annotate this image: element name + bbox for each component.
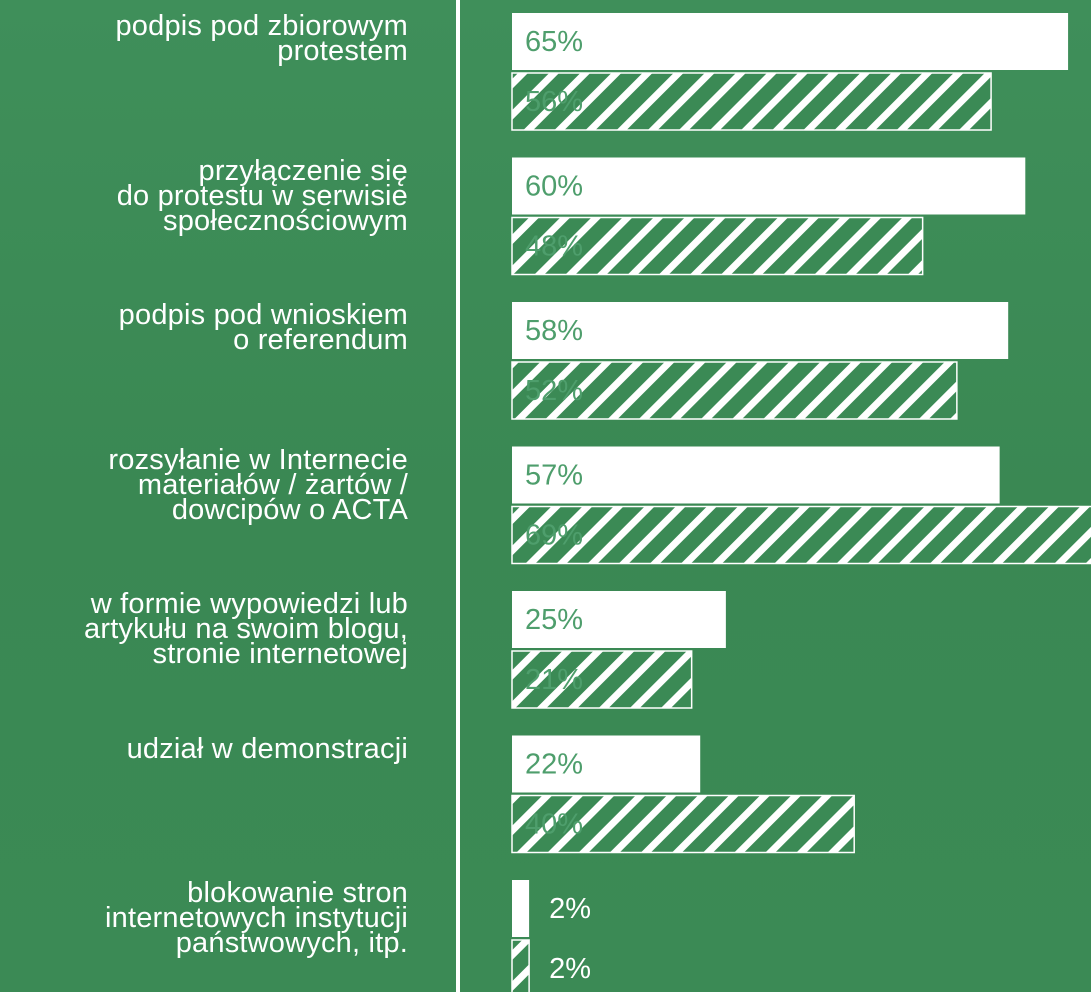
value-label: 69% (525, 520, 583, 552)
bar (512, 880, 530, 937)
value-label: 56% (525, 86, 583, 118)
bar (512, 302, 1009, 359)
bar (512, 735, 701, 793)
category-label: rozsyłanie w Internecie materiałów / żar… (108, 443, 408, 526)
value-label: 22% (525, 749, 583, 781)
category-label: udział w demonstracji (126, 732, 408, 765)
bar (511, 505, 1091, 565)
bar (512, 591, 726, 648)
value-label: 52% (525, 375, 583, 407)
category-label: w formie wypowiedzi lub artykułu na swoi… (84, 588, 408, 670)
bar (512, 446, 1000, 504)
value-label: 48% (525, 231, 583, 263)
bar (511, 939, 530, 992)
value-label: 57% (525, 460, 583, 492)
bar (512, 13, 1069, 70)
category-label: blokowanie stron internetowych instytucj… (105, 877, 408, 959)
bar (511, 216, 924, 276)
category-label: podpis pod wnioskiem o referendum (118, 299, 408, 356)
value-label: 65% (525, 26, 583, 58)
value-label: 25% (525, 604, 583, 636)
value-label: 2% (549, 953, 591, 985)
bar (511, 361, 958, 420)
bar (511, 650, 693, 709)
value-label: 58% (525, 315, 583, 347)
value-label: 40% (525, 809, 583, 841)
bar (511, 794, 855, 854)
value-label: 2% (549, 893, 591, 925)
bar (511, 72, 992, 131)
value-label: 60% (525, 171, 583, 203)
category-label: przyłączenie się do protestu w serwisie … (116, 154, 408, 237)
category-label: podpis pod zbiorowym protestem (115, 10, 408, 67)
value-label: 21% (525, 664, 583, 696)
bar (512, 157, 1026, 215)
